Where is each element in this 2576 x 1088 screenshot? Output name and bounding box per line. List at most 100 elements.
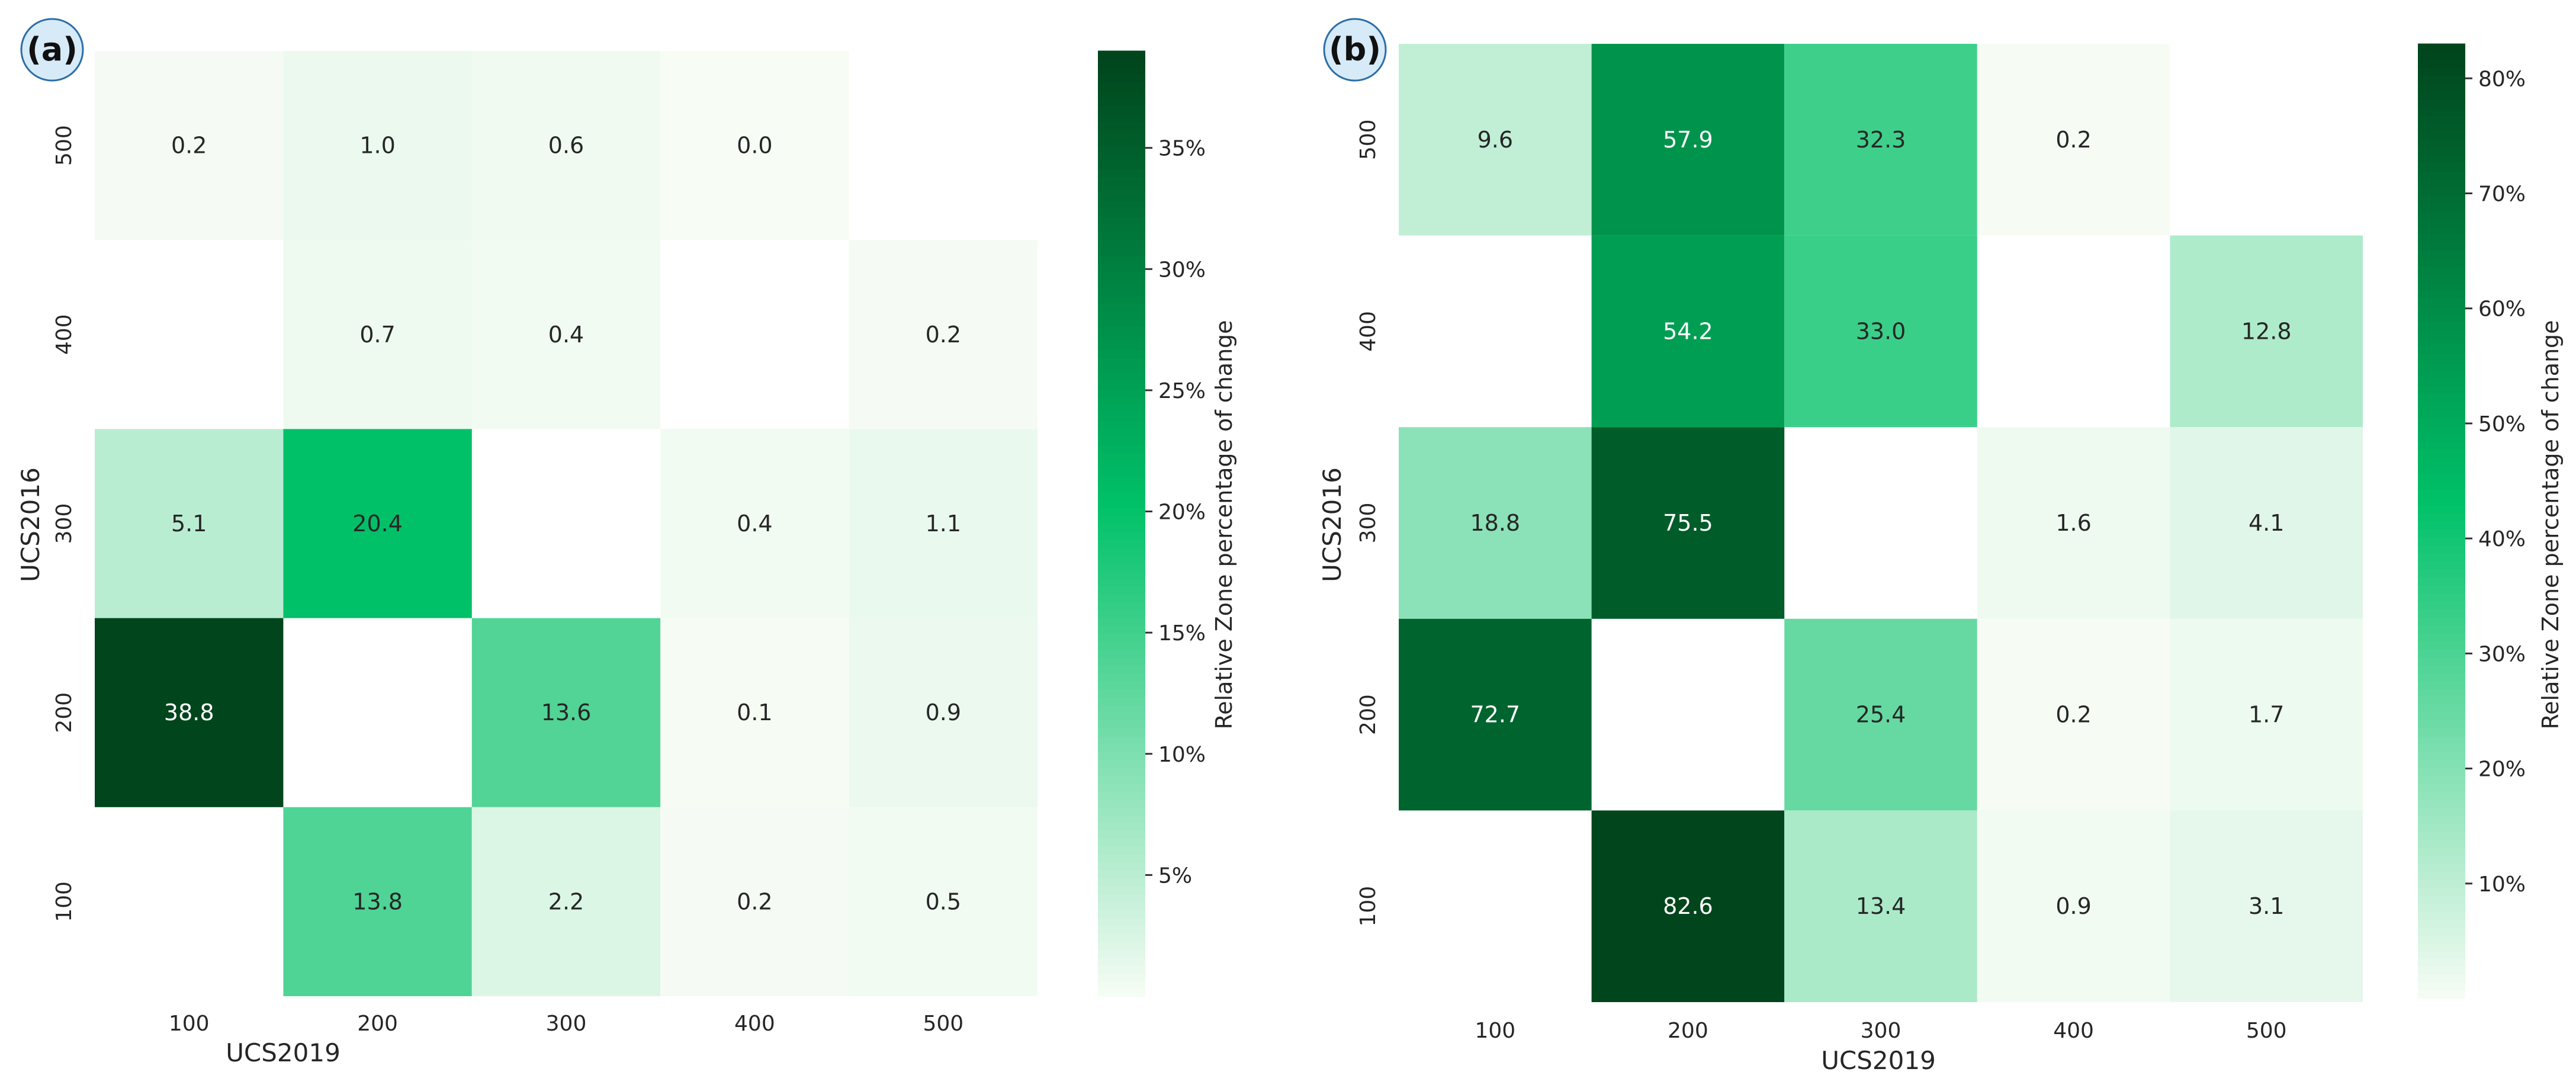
panel-b-colorbar-slice: [2418, 616, 2465, 625]
panel-a-colorbar-slice: [1098, 326, 1145, 335]
panel-a-y-tick-label: 300: [52, 503, 76, 544]
panel-a-colorbar-slice: [1098, 799, 1145, 808]
panel-a-colorbar-slice: [1098, 169, 1145, 178]
panel-b-colorbar-slice: [2418, 338, 2465, 346]
panel-a-y-tick-label: 200: [52, 692, 76, 733]
panel-b-colorbar-slice: [2418, 274, 2465, 283]
panel-b-colorbar-slice: [2418, 791, 2465, 800]
panel-a-colorbar-slice: [1098, 74, 1145, 83]
panel-a-colorbar-slice: [1098, 334, 1145, 343]
panel-a-cell: [95, 618, 284, 807]
panel-b-colorbar-slice: [2418, 823, 2465, 832]
panel-a-colorbar-slice: [1098, 554, 1145, 563]
panel-b-colorbar-slice: [2418, 210, 2465, 220]
panel-b-cell-value: 13.4: [1856, 893, 1906, 919]
panel-b-colorbar-slice: [2418, 958, 2465, 967]
panel-a-colorbar-slice: [1098, 216, 1145, 225]
panel-b-cell: [2170, 810, 2363, 1002]
panel-a-colorbar-slice: [1098, 373, 1145, 383]
panel-b-colorbar-slice: [2418, 926, 2465, 936]
panel-b-cell: [1784, 618, 1977, 811]
panel-a-colorbar-slice: [1098, 287, 1145, 296]
panel-a-cell: [660, 618, 849, 807]
panel-b-colorbar-slice: [2418, 417, 2465, 426]
panel-b-colorbar-slice: [2418, 473, 2465, 482]
panel-a-colorbar-tick-label: 30%: [1158, 258, 1206, 282]
panel-b-cell: [1399, 427, 1592, 619]
panel-a-cell-value: 0.7: [359, 322, 395, 348]
panel-b-cell: [1784, 235, 1977, 428]
panel-a-colorbar-slice: [1098, 58, 1145, 68]
panel-a-colorbar-slice: [1098, 570, 1145, 579]
panel-b-colorbar-slice: [2418, 377, 2465, 387]
panel-b-colorbar-slice: [2418, 982, 2465, 991]
panel-b-colorbar-slice: [2418, 576, 2465, 585]
panel-b-y-tick-label: 500: [1356, 119, 1380, 160]
panel-a-colorbar-slice: [1098, 184, 1145, 193]
panel-b-colorbar-slice: [2418, 680, 2465, 689]
panel-a-cell-value: 0.2: [737, 888, 772, 914]
panel-b-cell-value: 0.2: [2055, 702, 2091, 728]
panel-b-colorbar-slice: [2418, 99, 2465, 108]
panel-a-colorbar-slice: [1098, 712, 1145, 721]
panel-a-y-tick-label: 100: [52, 881, 76, 922]
panel-b-colorbar-slice: [2418, 107, 2465, 116]
panel-b-colorbar-slice: [2418, 847, 2465, 856]
panel-a-colorbar-slice: [1098, 625, 1145, 634]
panel-b-colorbar-slice: [2418, 569, 2465, 577]
panel-b-colorbar-slice: [2418, 537, 2465, 545]
panel-a-colorbar-slice: [1098, 279, 1145, 288]
panel-a-colorbar-slice: [1098, 586, 1145, 595]
panel-a-cell-value: 0.5: [926, 888, 961, 914]
panel-b-cell: [1591, 235, 1785, 428]
panel-b-cell: [1977, 44, 2170, 236]
panel-b-cell: [1591, 810, 1785, 1002]
panel-a-colorbar-slice: [1098, 318, 1145, 327]
panel-b-colorbar-slice: [2418, 775, 2465, 784]
panel-a-colorbar-slice: [1098, 349, 1145, 359]
panel-a-colorbar-slice: [1098, 657, 1145, 666]
panel-a-x-axis-label: UCS2019: [226, 1038, 341, 1067]
panel-b-cells: 9.6 57.9 32.3 0.2 54.2 33.0 12.8 18.8 75.5 1.6 4.1…: [1399, 44, 2363, 1002]
panel-b-colorbar-slice: [2418, 497, 2465, 506]
panel-b-colorbar-tick-label: 10%: [2478, 872, 2526, 897]
panel-a-cell-value: 0.4: [548, 322, 584, 348]
panel-a-colorbar-slice: [1098, 563, 1145, 572]
panel-a-cell: [849, 618, 1038, 807]
panel-b-cell-value: 4.1: [2249, 510, 2284, 536]
panel-b-colorbar-slice: [2418, 194, 2465, 204]
panel-a-cell-value: 20.4: [352, 511, 403, 537]
panel-a-colorbar-slice: [1098, 499, 1145, 508]
panel-a-colorbar-slice: [1098, 878, 1145, 887]
panel-b-y-axis-label: UCS2016: [1318, 467, 1347, 582]
panel-a-cell: [660, 807, 849, 996]
panel-b-colorbar-slice: [2418, 521, 2465, 529]
panel-b-colorbar-slice: [2418, 656, 2465, 665]
panel-a-colorbar-slice: [1098, 547, 1145, 556]
panel-b-x-axis-label: UCS2019: [1821, 1046, 1936, 1075]
panel-b-colorbar-slice: [2418, 799, 2465, 808]
panel-a-colorbar-tick-label: 5%: [1158, 864, 1192, 888]
panel-b-y-tick-label: 400: [1356, 311, 1380, 352]
panel-b-colorbar-slice: [2418, 783, 2465, 792]
panel-b-colorbar-slice: [2418, 115, 2465, 124]
panel-b-cell-value: 82.6: [1663, 893, 1713, 919]
panel-a-cell-value: 38.8: [164, 699, 214, 726]
panel-b-colorbar-slice: [2418, 91, 2465, 100]
panel-b-colorbar-tick-label: 60%: [2478, 297, 2526, 322]
panel-a-cell: [283, 51, 472, 240]
panel-b-colorbar-slice: [2418, 592, 2465, 601]
panel-a-colorbar-slice: [1098, 98, 1145, 107]
panel-b-colorbar-slice: [2418, 282, 2465, 291]
panel-a-colorbar-slice: [1098, 957, 1145, 965]
panel-a-colorbar-slice: [1098, 673, 1145, 682]
panel-b-colorbar-slice: [2418, 600, 2465, 609]
panel-b-colorbar-slice: [2418, 624, 2465, 633]
panel-b-colorbar-tick-label: 40%: [2478, 527, 2526, 551]
panel-b-colorbar-slice: [2418, 919, 2465, 927]
panel-a-colorbar-slice: [1098, 791, 1145, 800]
panel-b-colorbar-slice: [2418, 83, 2465, 92]
panel-a-cell-value: 2.2: [548, 888, 584, 914]
panel-b-colorbar-slice: [2418, 139, 2465, 148]
